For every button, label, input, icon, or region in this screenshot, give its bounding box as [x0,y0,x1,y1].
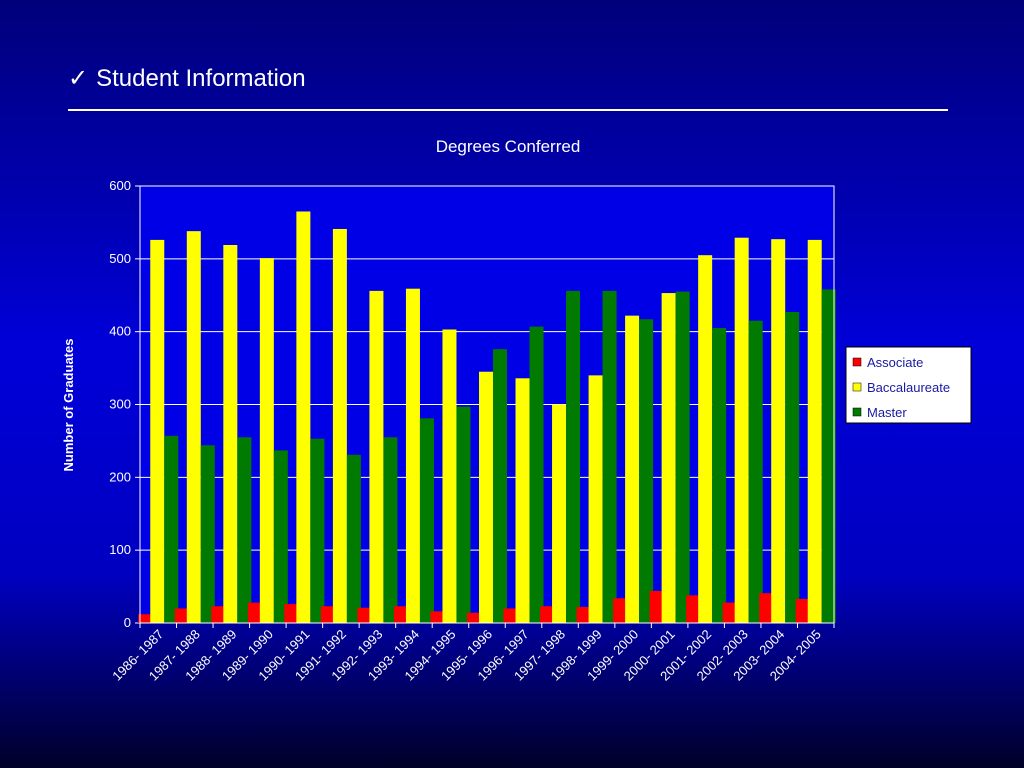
bar-baccalaureate [552,404,567,623]
bar-associate [284,604,299,623]
title-divider [68,109,948,111]
y-tick-label: 500 [109,251,131,266]
y-tick-label: 400 [109,324,131,339]
bar-baccalaureate [186,231,201,623]
chart-title: Degrees Conferred [436,137,581,156]
legend-swatch [852,382,862,392]
y-tick-label: 600 [109,178,131,193]
bar-associate [467,612,481,623]
bar-associate [138,614,153,623]
bar-associate [247,602,262,623]
bar-master [346,454,361,623]
y-axis-title: Number of Graduates [61,339,76,472]
bar-master [639,319,654,623]
legend-swatch [852,407,862,417]
bar-baccalaureate [332,228,347,623]
bar-baccalaureate [150,239,165,623]
legend-swatch [852,357,862,367]
bar-associate [686,595,701,623]
bar-associate [759,593,774,623]
bar-baccalaureate [442,329,457,623]
legend-label: Associate [867,355,923,370]
bar-master [821,289,836,623]
y-tick-label: 300 [109,397,131,412]
bar-master [383,437,398,623]
bar-master [419,418,434,623]
bar-baccalaureate [515,378,530,623]
y-tick-label: 0 [124,615,131,630]
y-tick-label: 200 [109,469,131,484]
legend: Associate Baccalaureate Master [845,346,972,424]
plot-border [139,185,835,624]
bar-baccalaureate [807,239,822,623]
bar-master [675,291,690,623]
bar-baccalaureate [405,288,420,623]
bar-associate [649,590,664,623]
bar-master [529,326,544,623]
bar-baccalaureate [771,239,786,623]
slide-title: ✓ Student Information [68,64,306,93]
bar-baccalaureate [479,371,493,623]
legend-label: Baccalaureate [867,380,950,395]
bar-associate [357,607,372,623]
bar-baccalaureate [369,290,384,623]
bar-master [273,450,288,623]
bar-baccalaureate [734,237,749,623]
checkmark-icon: ✓ [68,65,89,92]
bar-master [200,445,215,623]
bar-associate [211,606,226,623]
bar-master [712,328,727,623]
bar-master [493,349,507,623]
bar-associate [174,608,189,623]
bar-associate [320,606,335,623]
bar-baccalaureate [698,255,713,624]
bar-baccalaureate [223,244,238,623]
bar-baccalaureate [661,293,676,623]
bar-associate [503,608,518,623]
bar-master [237,437,252,623]
bar-associate [613,598,628,623]
bar-baccalaureate [296,211,311,623]
bar-associate [393,606,408,623]
bar-master [602,290,617,623]
bar-master [310,438,325,623]
bar-master [566,290,581,623]
bar-baccalaureate [625,315,640,623]
bar-associate [430,611,445,623]
bar-master [748,320,763,623]
bar-associate [576,606,591,623]
bar-associate [722,602,737,623]
bar-baccalaureate [259,258,274,623]
y-tick-label: 100 [109,542,131,557]
bar-master [164,435,179,623]
bar-associate [795,598,810,623]
bar-associate [540,606,555,623]
legend-label: Master [867,405,907,420]
bars [138,211,836,624]
bar-master [456,406,471,623]
y-tick-labels: 0 100 200 300 400 500 600 [109,178,131,630]
bar-baccalaureate [588,375,603,623]
bar-master [785,312,800,623]
legend-box [845,346,972,424]
axes [139,185,835,624]
slide-title-text: Student Information [96,64,306,92]
